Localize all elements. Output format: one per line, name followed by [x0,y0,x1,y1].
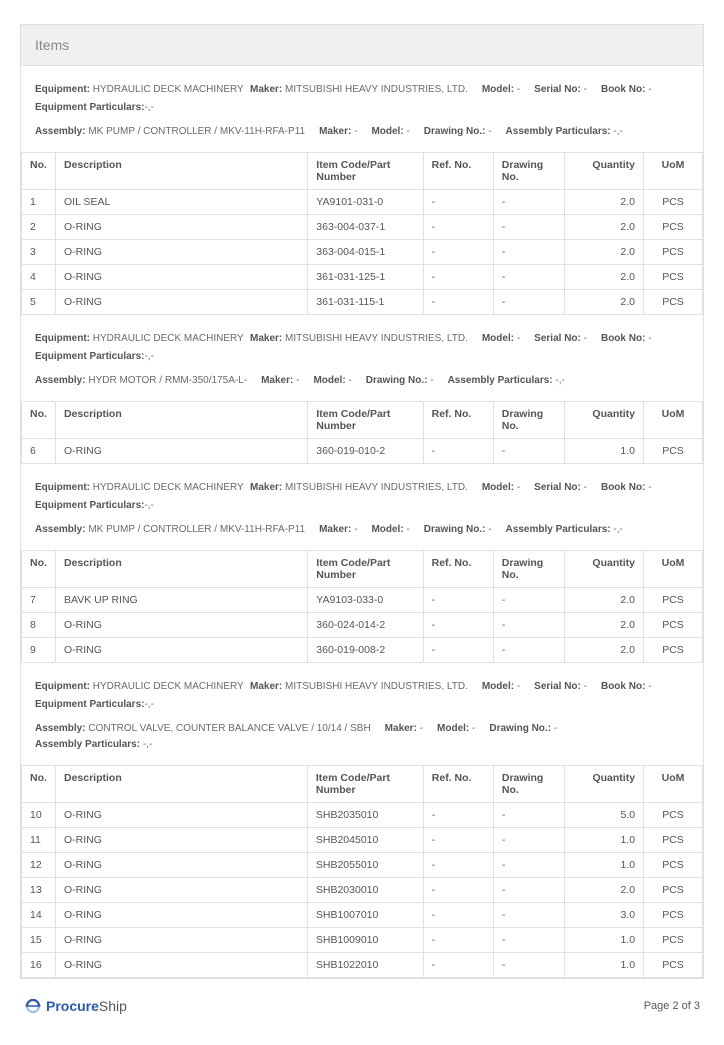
items-table: No.DescriptionItem Code/Part NumberRef. … [21,765,703,978]
table-row: 15O-RINGSHB1009010--1.0PCS [22,928,703,953]
items-panel: Items Equipment: HYDRAULIC DECK MACHINER… [20,24,704,979]
equipment-block: Equipment: HYDRAULIC DECK MACHINERYMaker… [21,315,703,401]
sections-host: Equipment: HYDRAULIC DECK MACHINERYMaker… [21,66,703,978]
table-row: 11O-RINGSHB2045010--1.0PCS [22,828,703,853]
table-row: 5O-RING361-031-115-1--2.0PCS [22,290,703,315]
page-number: Page 2 of 3 [644,1000,700,1012]
items-table: No.DescriptionItem Code/Part NumberRef. … [21,550,703,663]
table-row: 14O-RINGSHB1007010--3.0PCS [22,903,703,928]
equipment-block: Equipment: HYDRAULIC DECK MACHINERYMaker… [21,66,703,152]
brand-procure: Procure [46,998,99,1014]
brand-logo: ProcureShip [24,997,127,1015]
table-row: 10O-RINGSHB2035010--5.0PCS [22,803,703,828]
table-row: 1OIL SEALYA9101-031-0--2.0PCS [22,190,703,215]
logo-icon [24,997,42,1015]
items-table: No.DescriptionItem Code/Part NumberRef. … [21,152,703,315]
table-row: 9O-RING360-019-008-2--2.0PCS [22,638,703,663]
table-row: 13O-RINGSHB2030010--2.0PCS [22,878,703,903]
table-row: 7BAVK UP RINGYA9103-033-0--2.0PCS [22,588,703,613]
page-footer: ProcureShip Page 2 of 3 [20,979,704,1015]
table-row: 2O-RING363-004-037-1--2.0PCS [22,215,703,240]
table-row: 6O-RING360-019-010-2--1.0PCS [22,439,703,464]
table-row: 8O-RING360-024-014-2--2.0PCS [22,613,703,638]
items-table: No.DescriptionItem Code/Part NumberRef. … [21,401,703,464]
table-row: 12O-RINGSHB2055010--1.0PCS [22,853,703,878]
table-row: 3O-RING363-004-015-1--2.0PCS [22,240,703,265]
brand-ship: Ship [99,998,127,1014]
equipment-block: Equipment: HYDRAULIC DECK MACHINERYMaker… [21,663,703,765]
table-row: 4O-RING361-031-125-1--2.0PCS [22,265,703,290]
equipment-block: Equipment: HYDRAULIC DECK MACHINERYMaker… [21,464,703,550]
panel-title: Items [21,25,703,66]
table-row: 16O-RINGSHB1022010--1.0PCS [22,953,703,978]
